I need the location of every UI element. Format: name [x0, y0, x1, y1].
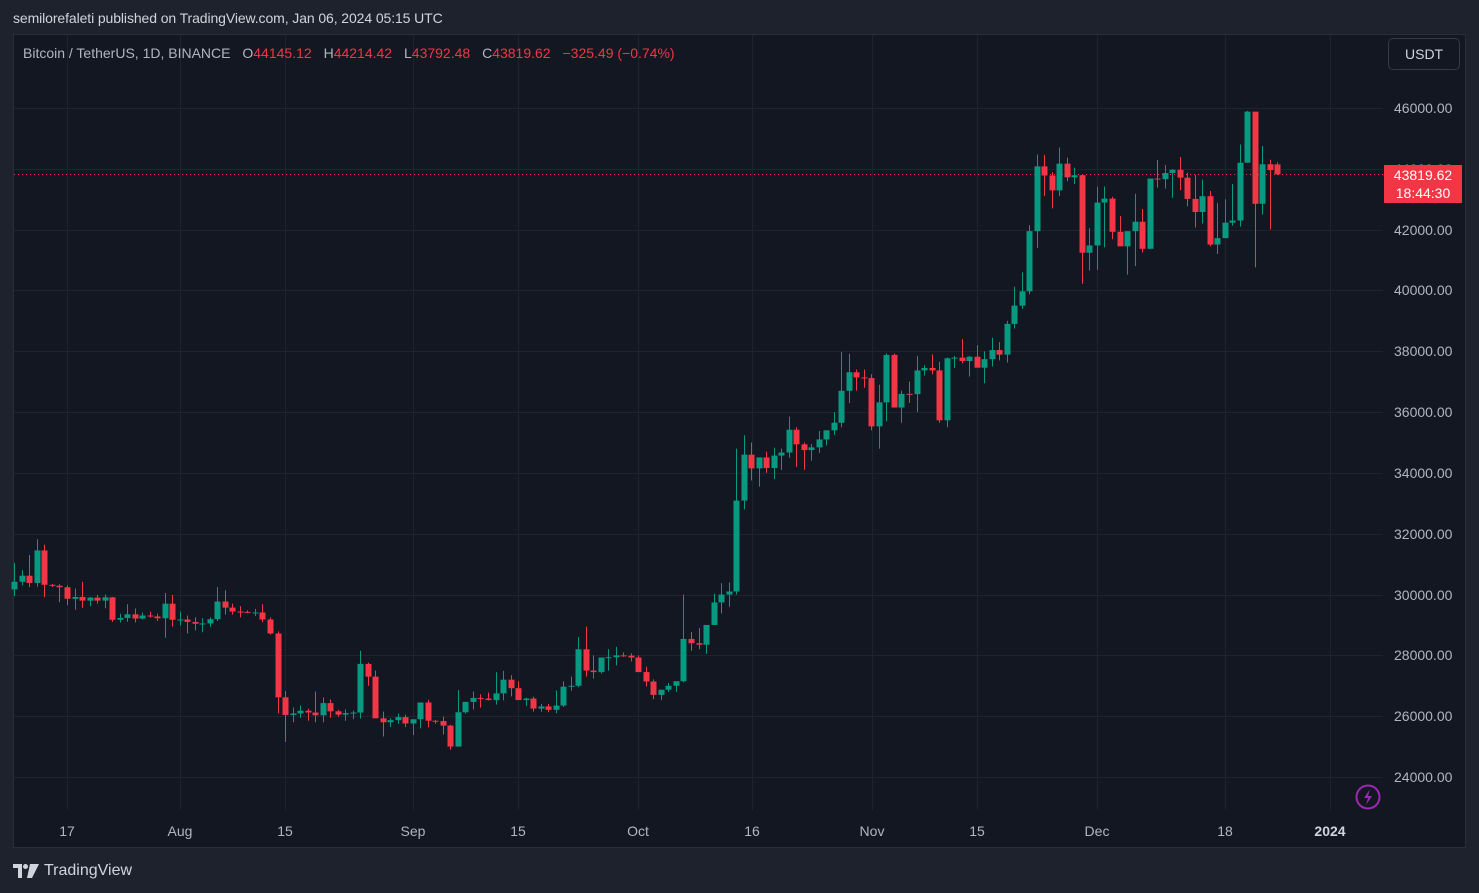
- close-value: 43819.62: [492, 45, 551, 61]
- price-axis-label: 30000.00: [1394, 586, 1453, 603]
- candles: [11, 111, 1281, 750]
- close-label: C: [482, 45, 493, 61]
- price-axis-label: 42000.00: [1394, 221, 1453, 238]
- tradingview-logo[interactable]: TradingView: [13, 862, 132, 880]
- bar-countdown: 18:44:30: [1395, 185, 1451, 201]
- last-price-value: 43819.62: [1393, 167, 1453, 183]
- time-axis-label: 15: [277, 823, 293, 839]
- price-axis-label: 46000.00: [1394, 99, 1453, 116]
- high-label: H: [323, 45, 334, 61]
- time-axis-label: 2024: [1314, 823, 1346, 839]
- time-axis-label: 15: [510, 823, 526, 839]
- brand-name: TradingView: [44, 862, 133, 879]
- price-axis-label: 36000.00: [1394, 403, 1453, 420]
- open-value: 44145.12: [253, 45, 312, 61]
- open-label: O: [242, 45, 254, 61]
- price-axis-label: 32000.00: [1394, 525, 1453, 542]
- currency-button[interactable]: USDT: [1388, 38, 1460, 70]
- time-axis-label: 18: [1217, 823, 1233, 839]
- price-axis-label: 40000.00: [1394, 281, 1453, 298]
- price-axis-label: 38000.00: [1394, 342, 1453, 359]
- lightning-bolt-icon[interactable]: [1355, 784, 1381, 810]
- low-value: 43792.48: [411, 45, 471, 61]
- time-axis-label: Oct: [627, 823, 649, 839]
- price-axis-label: 34000.00: [1394, 464, 1453, 481]
- change-value: −325.49 (−0.74%): [562, 45, 675, 61]
- price-axis-label: 28000.00: [1394, 646, 1453, 663]
- price-axis-label: 26000.00: [1394, 707, 1453, 724]
- ohlc-legend: Bitcoin / TetherUS, 1D, BINANCE O44145.1…: [23, 45, 675, 61]
- high-value: 44214.42: [333, 45, 393, 61]
- grid-lines: [14, 35, 1383, 810]
- symbol-title[interactable]: Bitcoin / TetherUS, 1D, BINANCE: [23, 45, 231, 61]
- time-axis-label: 17: [59, 823, 75, 839]
- price-axis-label: 24000.00: [1394, 768, 1453, 785]
- time-axis-label: 15: [969, 823, 985, 839]
- time-axis-label: Aug: [167, 823, 193, 839]
- time-axis-label: Dec: [1084, 823, 1110, 839]
- last-price-tag: 43819.62 18:44:30: [1384, 165, 1462, 203]
- tradingview-logo-icon: [13, 864, 39, 878]
- published-attribution: semilorefaleti published on TradingView.…: [13, 10, 443, 26]
- time-axis-label: 16: [744, 823, 760, 839]
- time-axis-label: Nov: [859, 823, 885, 839]
- low-label: L: [403, 45, 412, 61]
- time-axis-label: Sep: [400, 823, 426, 839]
